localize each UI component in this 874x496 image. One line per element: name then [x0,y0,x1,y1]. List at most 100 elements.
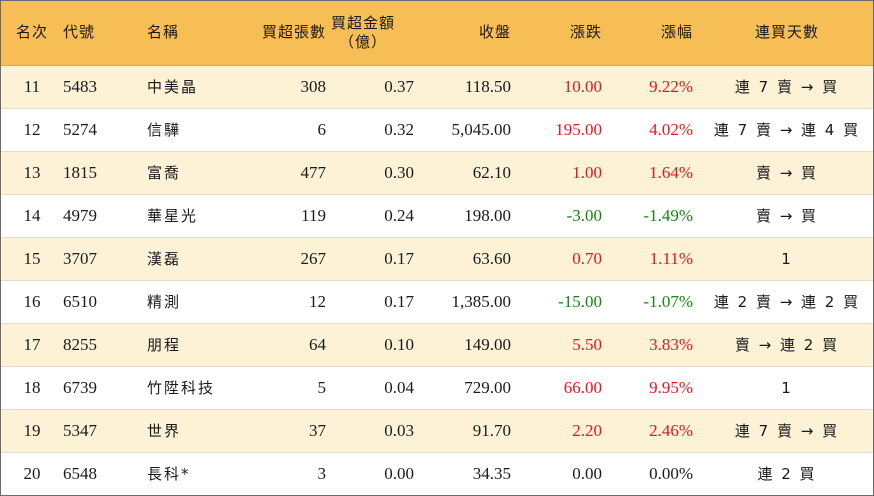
pct-cell: 1.64% [610,150,701,194]
pct-cell: 9.22% [610,64,701,108]
lots-cell: 3 [233,451,326,495]
table-row: 17 8255 朋程 64 0.10 149.00 5.50 3.83% 賣 → 連 2 買 [1,322,873,366]
stock-name-cell: 華星光 [133,193,233,237]
pct-cell: 3.83% [610,322,701,366]
amount-cell: 0.04 [326,365,422,409]
pct-cell: -1.07% [610,279,701,323]
rank-cell: 15 [1,236,63,280]
close-cell: 5,045.00 [422,107,519,151]
change-cell: 2.20 [519,408,610,452]
lots-cell: 119 [233,193,326,237]
amount-cell: 0.24 [326,193,422,237]
code-cell: 8255 [63,322,133,366]
table-header: 名次 代號 名稱 買超張數 買超金額 （億） 收盤 漲跌 漲幅 連買天數 [1,1,873,65]
header-streak: 連買天數 [754,23,819,42]
rank-cell: 11 [1,64,63,108]
table-body: 11 5483 中美晶 308 0.37 118.50 10.00 9.22% 連 7 賣 → … [1,64,873,495]
pct-cell: 4.02% [610,107,701,151]
rank-cell: 19 [1,408,63,452]
lots-cell: 6 [233,107,326,151]
stock-name-cell: 朋程 [133,322,233,366]
streak-cell: 連 2 買 [701,451,873,495]
amount-cell: 0.17 [326,236,422,280]
change-cell: 66.00 [519,365,610,409]
change-cell: 5.50 [519,322,610,366]
rank-cell: 17 [1,322,63,366]
stock-name-cell: 精測 [133,279,233,323]
table-row: 14 4979 華星光 119 0.24 198.00 -3.00 -1.49% 賣 → 買 [1,193,873,237]
table-row: 20 6548 長科* 3 0.00 34.35 0.00 0.00% 連 2 買 [1,451,873,495]
stock-name-cell: 富喬 [133,150,233,194]
header-pct: 漲幅 [660,23,693,42]
lots-cell: 12 [233,279,326,323]
change-cell: 1.00 [519,150,610,194]
header-code: 代號 [63,23,96,42]
header-amount-line1: 買超金額 [330,13,395,32]
code-cell: 5347 [63,408,133,452]
lots-cell: 308 [233,64,326,108]
code-cell: 3707 [63,236,133,280]
pct-cell: 2.46% [610,408,701,452]
streak-cell: 1 [701,236,873,280]
amount-cell: 0.37 [326,64,422,108]
code-cell: 6739 [63,365,133,409]
amount-cell: 0.30 [326,150,422,194]
lots-cell: 64 [233,322,326,366]
rank-cell: 14 [1,193,63,237]
rank-cell: 12 [1,107,63,151]
stock-name-cell: 長科* [133,451,233,495]
streak-cell: 連 7 賣 → 連 4 買 [701,107,873,151]
table-row: 16 6510 精測 12 0.17 1,385.00 -15.00 -1.07% 連 2 賣 … [1,279,873,323]
rank-cell: 16 [1,279,63,323]
table-row: 12 5274 信驊 6 0.32 5,045.00 195.00 4.02% 連 7 賣 → … [1,107,873,151]
header-lots: 買超張數 [261,23,326,42]
header-name: 名稱 [147,23,180,42]
amount-cell: 0.10 [326,322,422,366]
table-row: 13 1815 富喬 477 0.30 62.10 1.00 1.64% 賣 → 買 [1,150,873,194]
stock-name-cell: 中美晶 [133,64,233,108]
amount-cell: 0.17 [326,279,422,323]
table-row: 19 5347 世界 37 0.03 91.70 2.20 2.46% 連 7 賣 → 買 [1,408,873,452]
code-cell: 4979 [63,193,133,237]
streak-cell: 連 2 賣 → 連 2 買 [701,279,873,323]
streak-cell: 賣 → 連 2 買 [701,322,873,366]
close-cell: 91.70 [422,408,519,452]
pct-cell: 9.95% [610,365,701,409]
change-cell: -15.00 [519,279,610,323]
close-cell: 198.00 [422,193,519,237]
change-cell: 195.00 [519,107,610,151]
header-close: 收盤 [478,23,511,42]
rank-cell: 20 [1,451,63,495]
close-cell: 63.60 [422,236,519,280]
change-cell: 0.70 [519,236,610,280]
stock-name-cell: 漢磊 [133,236,233,280]
table-row: 15 3707 漢磊 267 0.17 63.60 0.70 1.11% 1 [1,236,873,280]
amount-cell: 0.00 [326,451,422,495]
table-row: 18 6739 竹陞科技 5 0.04 729.00 66.00 9.95% 1 [1,365,873,409]
streak-cell: 連 7 賣 → 買 [701,408,873,452]
stock-name-cell: 世界 [133,408,233,452]
header-rank: 名次 [15,23,48,42]
close-cell: 1,385.00 [422,279,519,323]
code-cell: 6510 [63,279,133,323]
change-cell: 10.00 [519,64,610,108]
rank-cell: 13 [1,150,63,194]
amount-cell: 0.03 [326,408,422,452]
pct-cell: 0.00% [610,451,701,495]
header-change: 漲跌 [569,23,602,42]
lots-cell: 477 [233,150,326,194]
rank-cell: 18 [1,365,63,409]
change-cell: -3.00 [519,193,610,237]
pct-cell: 1.11% [610,236,701,280]
lots-cell: 37 [233,408,326,452]
header-row: 名次 代號 名稱 買超張數 買超金額 （億） 收盤 漲跌 漲幅 連買天數 [1,1,873,65]
table-row: 11 5483 中美晶 308 0.37 118.50 10.00 9.22% 連 7 賣 → … [1,64,873,108]
streak-cell: 連 7 賣 → 買 [701,64,873,108]
change-cell: 0.00 [519,451,610,495]
close-cell: 62.10 [422,150,519,194]
header-amount-line2: （億） [338,32,387,51]
close-cell: 118.50 [422,64,519,108]
code-cell: 6548 [63,451,133,495]
lots-cell: 5 [233,365,326,409]
